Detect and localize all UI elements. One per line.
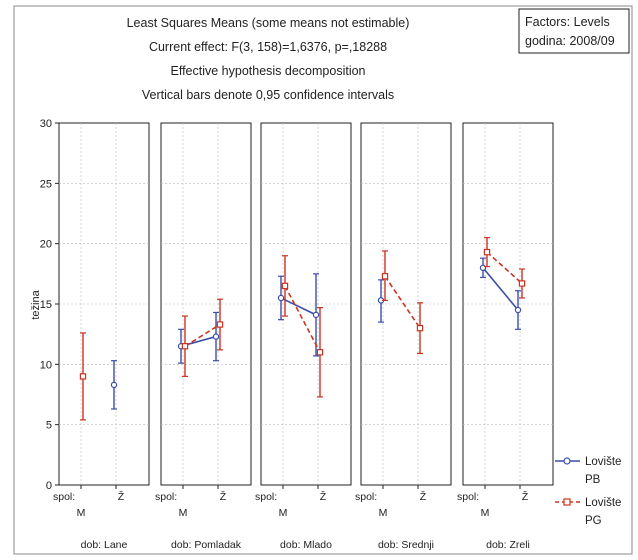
legend-pg-sub: PG: [585, 515, 602, 527]
series-line: [184, 323, 221, 347]
series-pb: [277, 273, 320, 357]
mean-point: [381, 273, 389, 280]
legend-pg-marker: [563, 498, 571, 506]
y-tick-label: 5: [46, 420, 52, 432]
mean-point: [312, 311, 320, 319]
mean-point: [479, 264, 487, 271]
y-tick-label: 20: [40, 239, 52, 251]
x-level-label-m: M: [77, 507, 86, 519]
x-level-label-m: M: [179, 507, 188, 519]
x-level-label-z: Ž: [220, 490, 227, 503]
chart-title: Least Squares Means (some means not esti…: [127, 16, 410, 30]
legend-pb-sub: PB: [585, 474, 601, 486]
mean-point: [216, 321, 224, 328]
factors-box: [518, 8, 630, 54]
legend: Lovište PB Lovište PG: [555, 456, 621, 527]
y-tick-label: 0: [46, 480, 52, 492]
ci-note-text: Vertical bars denote 0,95 confidence int…: [142, 88, 394, 102]
mean-point: [281, 282, 289, 290]
x-factor-label: spol:: [355, 491, 377, 503]
series-pg: [281, 255, 324, 398]
x-level-label-z: Ž: [420, 490, 427, 503]
figure-border: [13, 5, 633, 555]
mean-point: [316, 349, 324, 356]
decomposition-text: Effective hypothesis decomposition: [170, 64, 365, 78]
series-line: [280, 297, 317, 316]
y-tick-label: 30: [40, 118, 52, 130]
y-tick-label: 25: [40, 178, 52, 190]
x-factor-label: spol:: [53, 491, 75, 503]
series-pg: [181, 298, 224, 377]
series-pg: [381, 250, 424, 355]
x-factor-label: spol:: [457, 491, 479, 503]
legend-pb-marker: [563, 457, 571, 465]
series-pg: [483, 237, 526, 299]
x-level-label-z: Ž: [320, 490, 327, 503]
x-level-label-m: M: [379, 507, 388, 519]
panel-label: dob: Zreli: [486, 539, 530, 551]
series-line: [284, 285, 321, 353]
x-level-label-m: M: [279, 507, 288, 519]
series-line: [384, 275, 421, 329]
panel-label: dob: Srednji: [378, 539, 434, 551]
y-tick-label: 15: [40, 299, 52, 311]
effect-text: Current effect: F(3, 158)=1,6376, p=,182…: [149, 40, 387, 54]
series-pg: [79, 332, 87, 421]
x-factor-label: spol:: [155, 491, 177, 503]
mean-point: [79, 373, 87, 380]
y-tick-label: 10: [40, 359, 52, 371]
series-pb: [479, 257, 522, 330]
legend-pg-label: Lovište: [585, 497, 621, 509]
mean-point: [181, 343, 189, 350]
series-pb: [110, 360, 118, 410]
y-axis-ticks: 0 5 10 15 20 25 30: [40, 118, 59, 492]
mean-point: [518, 280, 526, 287]
mean-point: [416, 324, 424, 332]
legend-pb-label: Lovište: [585, 456, 621, 468]
panel-label: dob: Lane: [81, 539, 128, 551]
series-line: [482, 267, 519, 311]
series-pb: [377, 279, 385, 323]
mean-point: [277, 294, 285, 302]
panel-label: dob: Pomladak: [171, 539, 242, 551]
mean-point: [110, 381, 118, 389]
x-level-label-z: Ž: [522, 490, 529, 503]
factors-box-line1: Factors: Levels: [525, 15, 610, 29]
y-axis-label: težina: [30, 289, 42, 319]
mean-point: [483, 248, 491, 256]
factors-box-line2: godina: 2008/09: [525, 34, 615, 48]
mean-point: [514, 306, 522, 314]
x-level-label-z: Ž: [118, 490, 125, 503]
mean-point: [212, 333, 220, 340]
panel-label: dob: Mlado: [280, 539, 332, 551]
x-factor-label: spol:: [255, 491, 277, 503]
x-level-label-m: M: [481, 507, 490, 519]
